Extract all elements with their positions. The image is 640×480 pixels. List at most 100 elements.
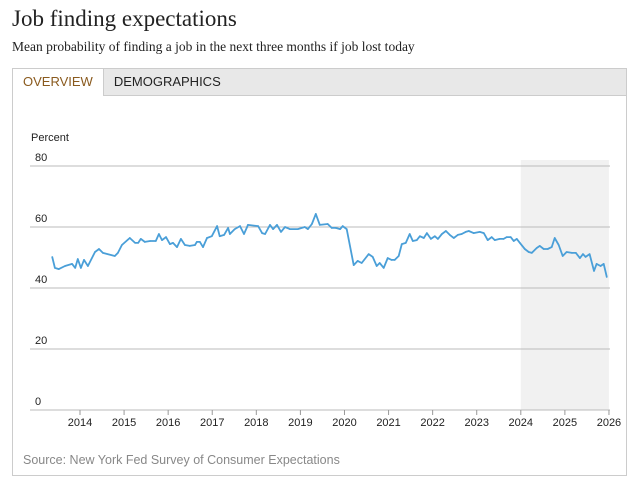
data-point [378, 262, 381, 264]
x-tick-label: 2017 [200, 417, 224, 429]
y-tick-label: 60 [35, 213, 47, 225]
shaded-region [520, 160, 609, 410]
data-point [218, 235, 221, 237]
data-point [486, 239, 489, 241]
data-point [531, 252, 533, 254]
data-point [599, 265, 602, 267]
data-point [445, 230, 447, 232]
x-tick-label: 2021 [376, 417, 400, 429]
data-point [140, 238, 142, 240]
data-point [588, 253, 591, 255]
data-point [216, 225, 218, 227]
y-tick-label: 20 [35, 335, 47, 347]
data-point [311, 223, 313, 225]
series-line [51, 213, 608, 278]
data-point [143, 241, 146, 243]
data-point [557, 244, 560, 246]
data-point [246, 226, 248, 228]
data-point [426, 232, 428, 234]
data-point [307, 228, 309, 230]
data-point [98, 248, 100, 250]
data-point [535, 247, 538, 249]
data-point [87, 265, 89, 267]
data-point [276, 224, 278, 226]
data-point [83, 259, 85, 261]
data-point [415, 239, 418, 241]
data-point [94, 251, 96, 253]
data-point [326, 223, 329, 225]
data-point [419, 235, 421, 237]
data-point [456, 234, 459, 236]
data-point [437, 238, 439, 240]
data-point [74, 267, 76, 269]
x-tick-label: 2014 [68, 417, 92, 429]
data-point [172, 242, 174, 244]
data-point [184, 244, 186, 246]
data-point [505, 236, 508, 238]
data-point [261, 232, 263, 234]
x-tick-label: 2026 [597, 417, 621, 429]
data-point [386, 257, 389, 259]
data-point [561, 255, 564, 257]
data-point [304, 226, 306, 228]
data-point [206, 237, 208, 239]
x-tick-label: 2022 [420, 417, 444, 429]
data-point [371, 256, 374, 258]
data-point [341, 225, 344, 227]
page-subtitle: Mean probability of finding a job in the… [12, 39, 415, 54]
data-point [464, 231, 467, 233]
x-tick-label: 2023 [464, 417, 488, 429]
data-point [117, 252, 119, 254]
data-point [233, 228, 236, 230]
data-point [412, 240, 414, 242]
data-point [58, 268, 60, 270]
data-point [158, 233, 160, 235]
x-tick-label: 2024 [509, 417, 533, 429]
data-point [161, 239, 163, 241]
page-title: Job finding expectations [12, 6, 237, 31]
data-point [434, 235, 436, 237]
x-tick-label: 2015 [112, 417, 136, 429]
data-point [64, 265, 66, 267]
data-point [571, 252, 573, 254]
tab-demographics[interactable]: DEMOGRAPHICS [113, 74, 221, 89]
data-point [80, 267, 82, 269]
data-point [289, 228, 291, 230]
data-point [176, 246, 178, 248]
data-point [114, 255, 116, 257]
y-axis-label: Percent [31, 132, 69, 144]
data-point [479, 231, 481, 233]
data-point [318, 224, 321, 226]
data-point [155, 240, 157, 242]
data-point [382, 267, 385, 269]
data-point [188, 245, 191, 247]
data-point [527, 251, 530, 253]
data-point [404, 242, 407, 244]
data-point [223, 234, 225, 236]
x-tick-label: 2020 [332, 417, 356, 429]
data-point [71, 263, 73, 265]
data-point [512, 240, 515, 242]
data-point [296, 228, 299, 230]
data-point [516, 238, 518, 240]
data-point [482, 232, 485, 234]
data-point [490, 236, 493, 238]
y-tick-label: 80 [35, 152, 47, 164]
y-tick-label: 0 [35, 396, 41, 408]
data-point [330, 227, 333, 229]
data-point [169, 243, 171, 245]
data-point [121, 244, 123, 246]
data-point [605, 276, 608, 278]
tab-bar: OVERVIEW DEMOGRAPHICS [13, 69, 626, 96]
data-point [467, 230, 470, 232]
data-point [397, 255, 400, 257]
data-point [542, 248, 545, 250]
data-point [272, 228, 274, 230]
data-point [149, 240, 151, 242]
data-point [565, 251, 568, 253]
data-point [315, 213, 317, 215]
tab-overview[interactable]: OVERVIEW [13, 69, 104, 96]
data-point [257, 225, 259, 227]
data-point [239, 225, 241, 227]
